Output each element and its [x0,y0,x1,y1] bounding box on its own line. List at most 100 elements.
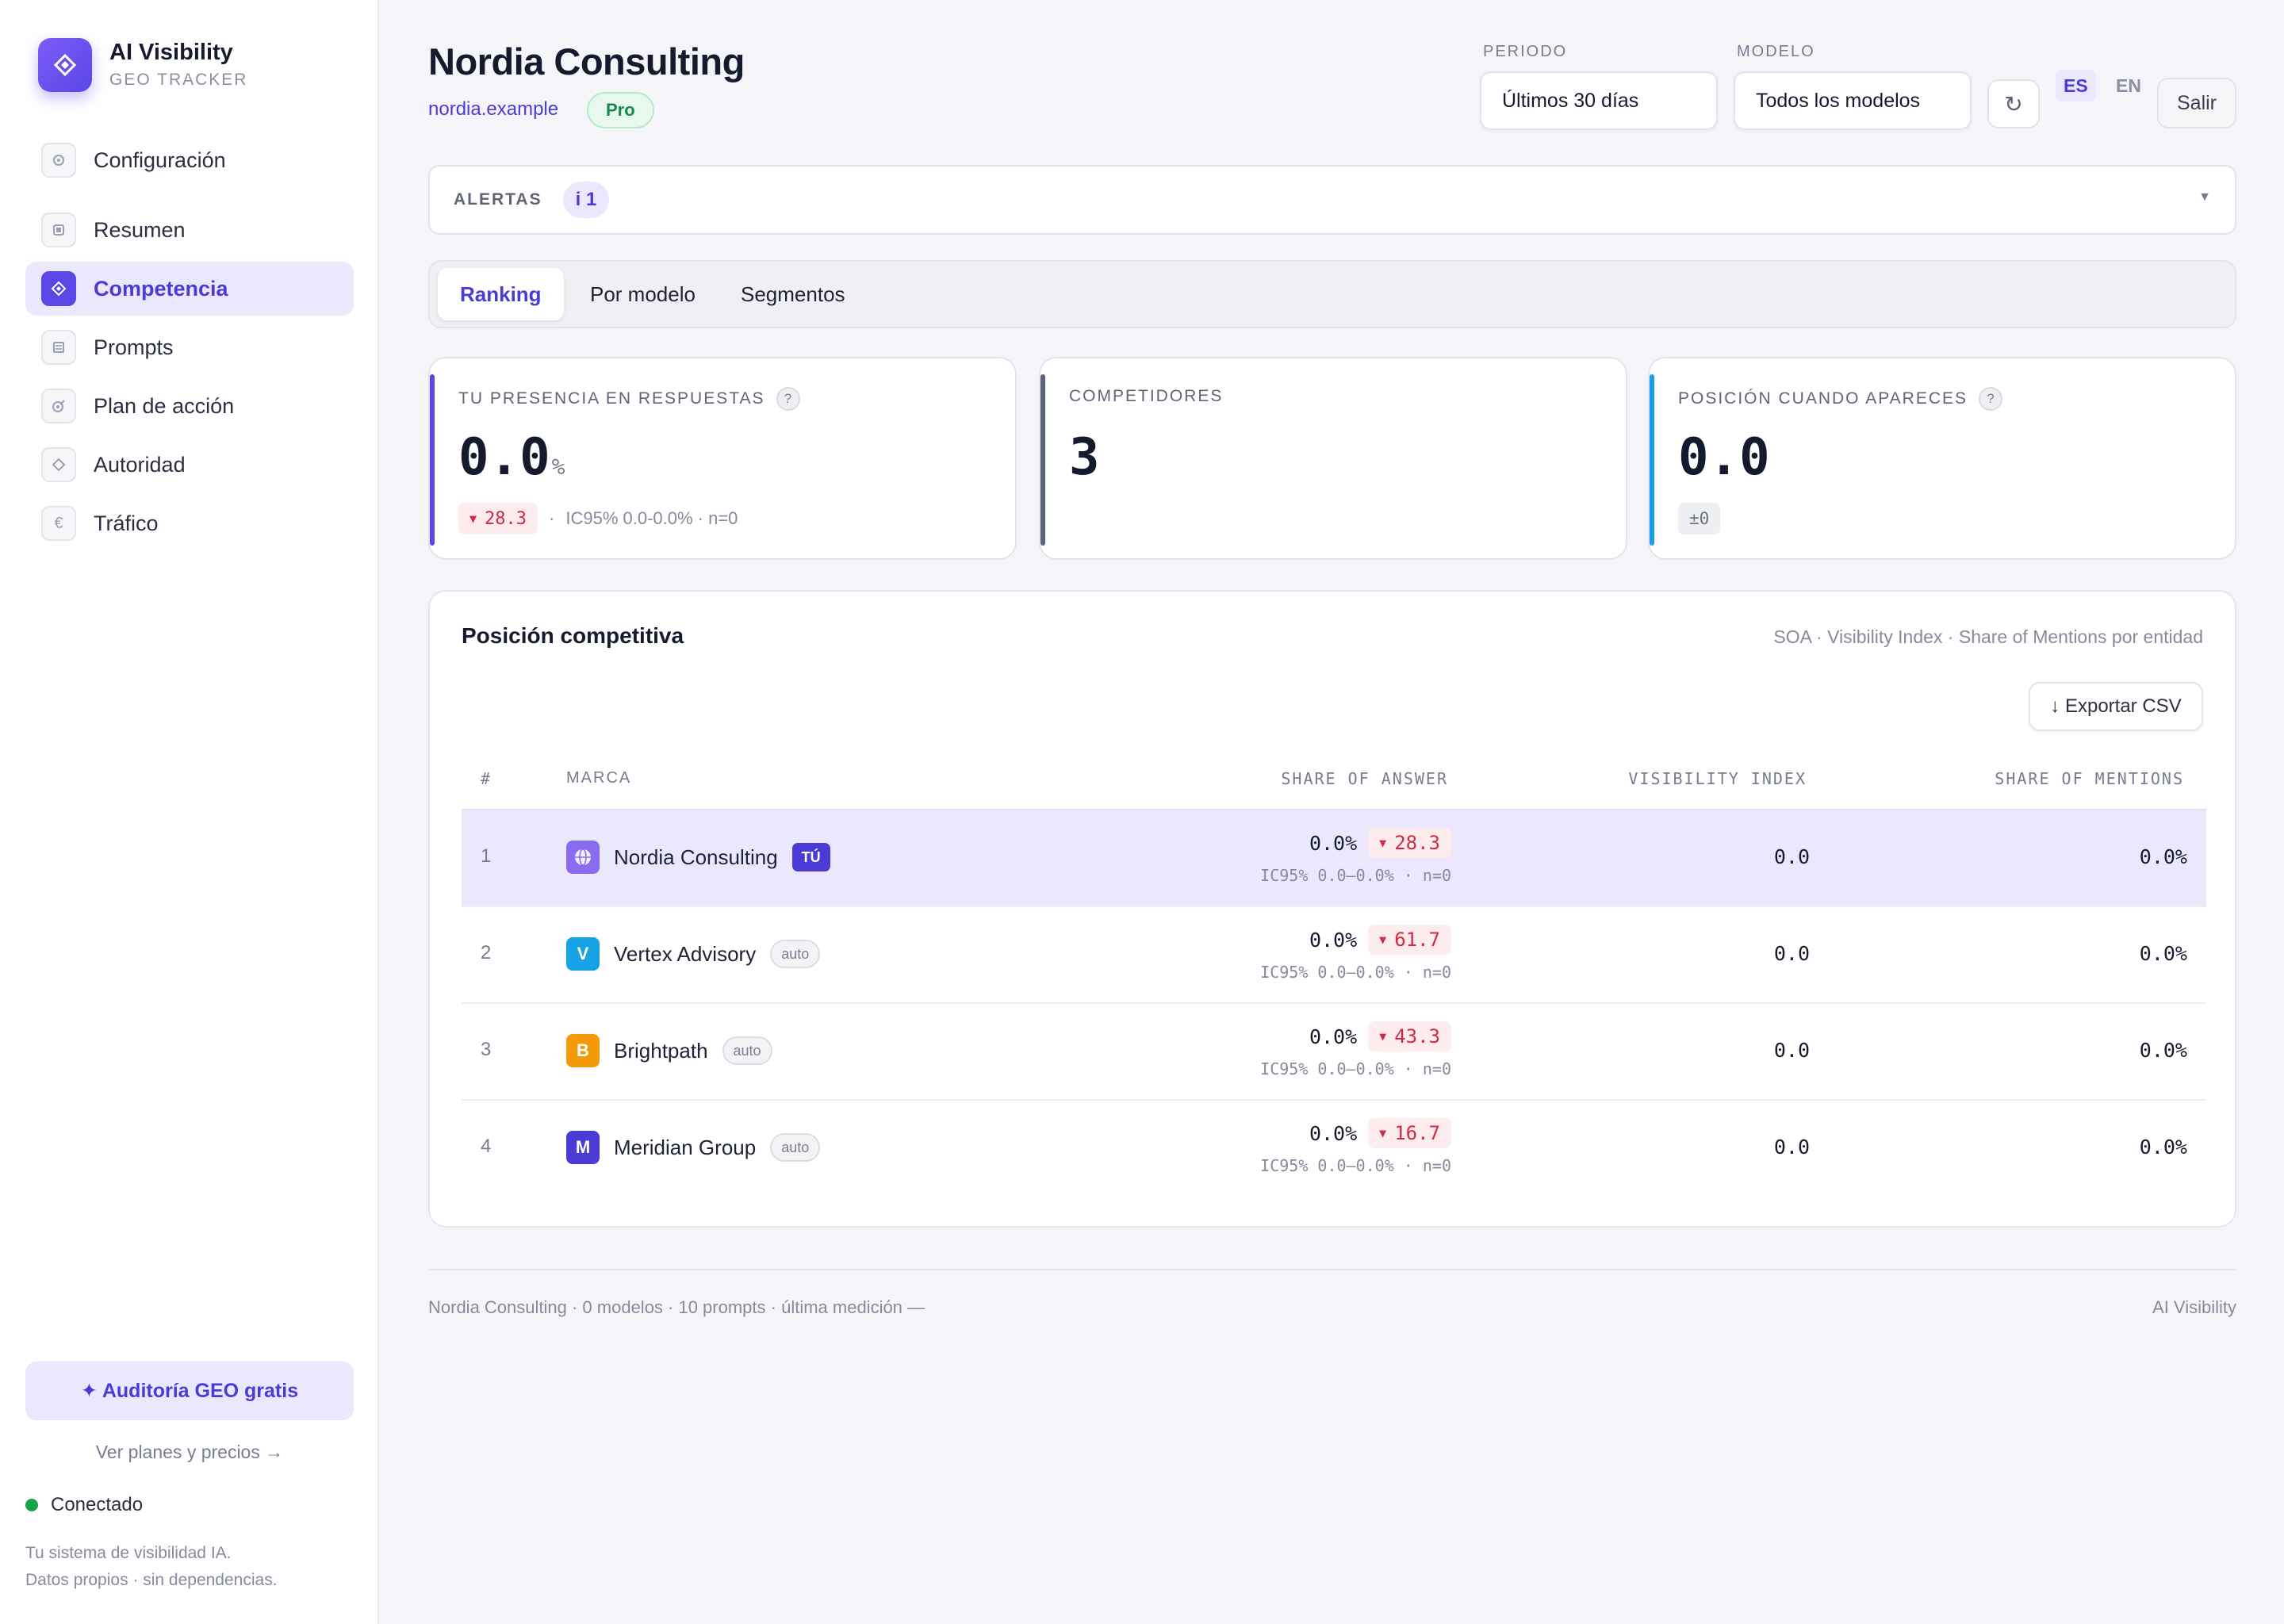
brand-initial-icon: M [566,1131,600,1164]
soa-ci: IC95% 0.0–0.0% · n=0 [1260,963,1451,982]
soa-value: 0.0% [1309,928,1358,952]
alerts-panel[interactable]: ALERTAS i 1 ▼ [428,165,2236,235]
connection-status: Conectado [25,1494,143,1516]
down-triangle-icon: ▼ [1379,1126,1387,1140]
brand-cell: V Vertex Advisory auto [566,937,821,971]
delta-badge: ▼ 28.3 [458,503,538,534]
sidebar-item-label: Tráfico [94,511,159,535]
tab-por-modelo[interactable]: Por modelo [590,282,696,306]
sidebar: AI Visibility GEO TRACKER Configuración … [0,0,379,1624]
sidebar-item-label: Resumen [94,217,186,242]
help-icon[interactable]: ? [776,387,800,411]
footer-divider [428,1269,2236,1270]
sidebar-item-label: Configuración [94,147,226,172]
sidebar-item-competencia[interactable]: Competencia [25,262,354,316]
brand-initial-icon: B [566,1034,600,1067]
period-select[interactable]: Últimos 30 días [1480,71,1718,130]
kpi-foot: ▼ 28.3 · IC95% 0.0-0.0% · n=0 [458,503,738,534]
kpi-value: 0.0% [458,428,565,487]
table-row[interactable]: 1 Nordia Consulting TÚ 0.0% ▼ 28.3 IC95% 0.0–0… [462,810,2206,907]
separator: · [549,508,555,528]
delta-value: 16.7 [1394,1122,1440,1144]
euro-icon: € [41,506,76,541]
diamond-icon [41,271,76,306]
down-triangle-icon: ▼ [1379,836,1387,850]
soa-cell: 0.0% ▼ 16.7 [1309,1118,1451,1148]
delta-value: 28.3 [1394,832,1440,854]
sidebar-item-trafico[interactable]: € Tráfico [25,496,354,550]
tab-ranking[interactable]: Ranking [438,268,564,320]
status-label: Conectado [51,1494,144,1515]
help-icon[interactable]: ? [1979,387,2003,411]
delta-badge: ±0 [1678,503,1721,534]
globe-icon [566,841,600,874]
visibility-index-cell: 0.0 [1773,1039,1810,1062]
column-header-rank: # [481,769,492,788]
page-title: Nordia Consulting [428,40,745,82]
you-badge: TÚ [791,843,830,871]
soa-ci: IC95% 0.0–0.0% · n=0 [1260,1059,1451,1078]
soa-ci: IC95% 0.0–0.0% · n=0 [1260,866,1451,885]
soa-value: 0.0% [1309,831,1358,855]
export-csv-button[interactable]: ↓ Exportar CSV [2029,682,2203,731]
brand-subtitle: GEO TRACKER [109,70,248,89]
refresh-button[interactable]: ↻ [1987,79,2040,128]
auto-badge: auto [770,1133,821,1162]
share-of-mentions-cell: 0.0% [2139,942,2187,965]
table-row[interactable]: 3 B Brightpath auto 0.0% ▼ 43.3 IC95% 0.0–0.0% … [462,1004,2206,1101]
kpi-accent-bar [1040,374,1045,546]
rank-cell: 2 [481,942,492,963]
sidebar-item-prompts[interactable]: Prompts [25,320,354,374]
down-triangle-icon: ▼ [1379,1029,1387,1044]
delta-badge: ▼ 43.3 [1368,1021,1451,1051]
alerts-count-badge: i 1 [562,182,610,218]
delta-value: 61.7 [1394,929,1440,951]
delta-value: 43.3 [1394,1025,1440,1048]
brand-cell: B Brightpath auto [566,1034,772,1067]
sidebar-item-plan-de-accion[interactable]: Plan de acción [25,379,354,433]
brand-cell: M Meridian Group auto [566,1131,821,1164]
brand-name: Nordia Consulting [614,845,778,869]
kpi-presence-card: TU PRESENCIA EN RESPUESTAS ? 0.0% ▼ 28.3 … [428,357,1017,560]
lang-en-button[interactable]: EN [2116,75,2141,96]
sidebar-item-label: Prompts [94,335,174,359]
delta-value: 28.3 [485,508,527,529]
domain-link[interactable]: nordia.example [428,98,559,120]
delta-badge: ▼ 16.7 [1368,1118,1451,1148]
plans-pricing-link[interactable]: Ver planes y precios → [95,1442,284,1462]
sidebar-item-resumen[interactable]: Resumen [25,203,354,257]
column-header-soa[interactable]: SHARE OF ANSWER [1281,769,1448,788]
table-row[interactable]: 4 M Meridian Group auto 0.0% ▼ 16.7 IC95% 0.0–0… [462,1101,2206,1197]
view-tabs: Ranking Por modelo Segmentos [428,260,2236,328]
column-header-visibility[interactable]: VISIBILITY INDEX [1628,769,1807,788]
sidebar-item-label: Competencia [94,276,228,301]
kpi-value-number: 0.0 [458,428,550,487]
visibility-index-cell: 0.0 [1773,942,1810,965]
model-select[interactable]: Todos los modelos [1734,71,1972,130]
column-header-mentions[interactable]: SHARE OF MENTIONS [1995,769,2184,788]
brand-initial-icon: V [566,937,600,971]
soa-cell: 0.0% ▼ 43.3 [1309,1021,1451,1051]
lang-es-button[interactable]: ES [2056,70,2096,102]
sidebar-item-configuracion[interactable]: Configuración [25,133,354,187]
footer-brand: AI Visibility [2152,1297,2236,1317]
free-geo-audit-button[interactable]: ✦ Auditoría GEO gratis [25,1362,354,1420]
tab-segmentos[interactable]: Segmentos [741,282,845,306]
status-dot-icon [25,1499,38,1511]
table-row[interactable]: 2 V Vertex Advisory auto 0.0% ▼ 61.7 IC95% 0.0–… [462,907,2206,1004]
header-divider [462,809,2206,810]
summary-icon [41,213,76,247]
tagline: Tu sistema de visibilidad IA. Datos prop… [25,1540,278,1594]
brand-name: Meridian Group [614,1135,757,1159]
down-triangle-icon: ▼ [469,511,477,526]
sidebar-item-autoridad[interactable]: Autoridad [25,438,354,492]
soa-cell: 0.0% ▼ 28.3 [1309,828,1451,858]
kpi-title: COMPETIDORES [1069,387,1224,405]
kpi-value: 0.0 [1678,428,1770,487]
kpi-ci: IC95% 0.0-0.0% · n=0 [565,508,738,528]
logout-button[interactable]: Salir [2157,78,2236,128]
kpi-foot: ±0 [1678,503,1721,534]
list-icon [41,330,76,365]
kpi-title: POSICIÓN CUANDO APARECES ? [1678,387,2003,411]
brand-name: Vertex Advisory [614,941,757,966]
